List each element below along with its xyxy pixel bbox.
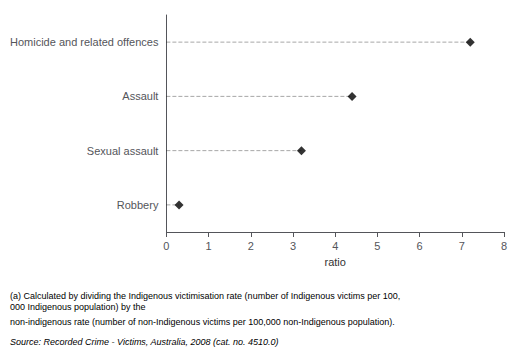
svg-text:7: 7 — [459, 240, 465, 252]
svg-text:4: 4 — [332, 240, 338, 252]
svg-text:Assault: Assault — [122, 90, 158, 102]
svg-text:6: 6 — [417, 240, 423, 252]
svg-text:000 Indigenous population) by: 000 Indigenous population) by the — [10, 302, 146, 312]
svg-text:3: 3 — [290, 240, 296, 252]
svg-text:Source: Recorded Crime - Victi: Source: Recorded Crime - Victims, Austra… — [10, 337, 279, 347]
svg-text:ratio: ratio — [324, 256, 345, 268]
svg-text:2: 2 — [248, 240, 254, 252]
svg-text:non-indigenous rate (number of: non-indigenous rate (number of non-Indig… — [10, 317, 395, 327]
svg-text:Homicide and related offences: Homicide and related offences — [10, 36, 159, 48]
svg-text:Robbery: Robbery — [117, 199, 159, 211]
svg-text:0: 0 — [163, 240, 169, 252]
svg-text:Sexual assault: Sexual assault — [87, 145, 159, 157]
svg-text:5: 5 — [374, 240, 380, 252]
svg-text:8: 8 — [501, 240, 507, 252]
svg-text:1: 1 — [206, 240, 212, 252]
svg-text:(a) Calculated by dividing the: (a) Calculated by dividing the Indigenou… — [10, 291, 400, 301]
